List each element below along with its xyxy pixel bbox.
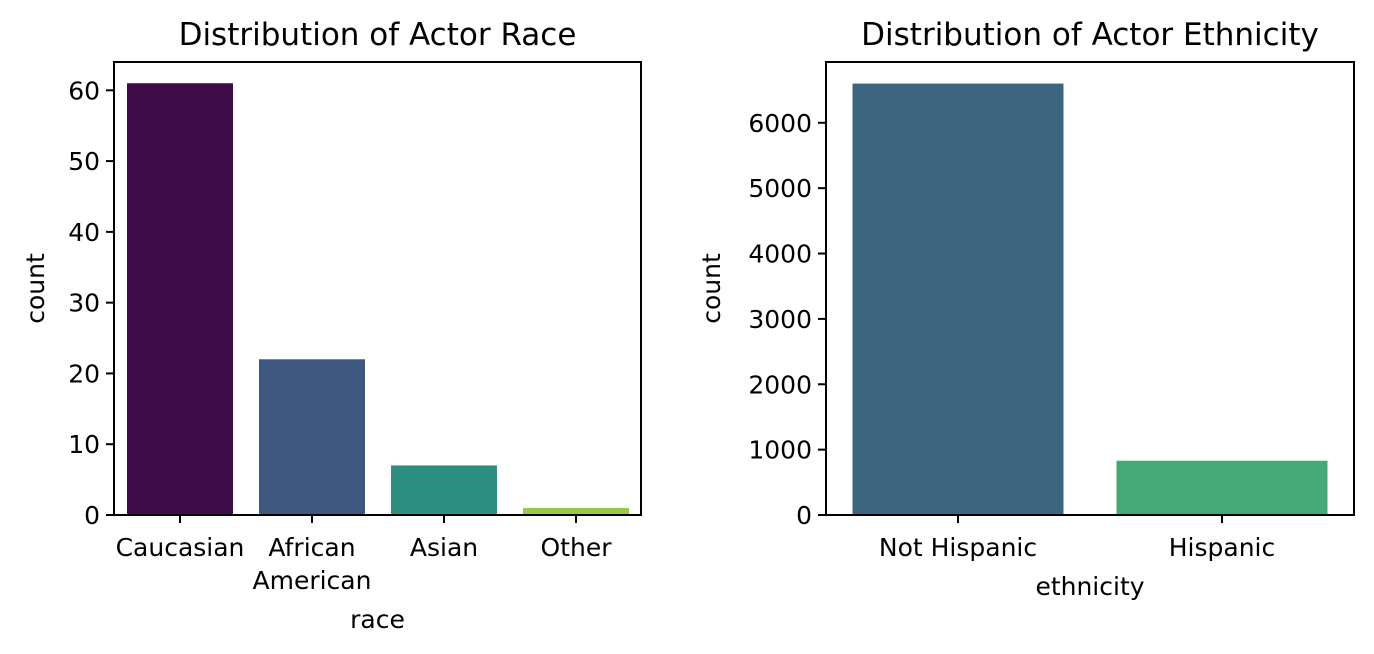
- x-tick-label-african-american: African American: [253, 533, 372, 595]
- ethnicity-x-axis-label: ethnicity: [1035, 572, 1144, 601]
- x-tick-label-caucasian: Caucasian: [116, 533, 245, 562]
- y-tick-label: 60: [68, 76, 100, 105]
- race-chart-title: Distribution of Actor Race: [179, 17, 577, 53]
- y-tick-label: 2000: [748, 370, 812, 399]
- y-tick-label: 4000: [748, 240, 812, 269]
- y-tick-label: 3000: [748, 305, 812, 334]
- y-tick-label: 0: [84, 501, 100, 530]
- bar-caucasian: [127, 83, 233, 515]
- ethnicity-axes-frame: [825, 61, 1355, 516]
- bar-other: [523, 507, 629, 515]
- x-tick-label-not-hispanic: Not Hispanic: [879, 533, 1037, 562]
- bar-hispanic: [1116, 460, 1328, 515]
- y-tick-label: 5000: [748, 174, 812, 203]
- race-axes-frame: [113, 61, 642, 516]
- y-tick-label: 30: [68, 289, 100, 318]
- y-tick-label: 0: [796, 501, 812, 530]
- bar-asian: [391, 465, 497, 515]
- x-tick-label-asian: Asian: [410, 533, 478, 562]
- ethnicity-chart: 0 1000 2000 3000 4000 5000 6000 Not Hispanic His…: [697, 17, 1355, 601]
- y-tick-label: 1000: [748, 436, 812, 465]
- x-tick-label-other: Other: [541, 533, 613, 562]
- race-y-axis-label: count: [21, 253, 50, 324]
- ethnicity-y-axis-label: count: [697, 253, 726, 324]
- bar-african-american: [259, 359, 365, 515]
- y-tick-label: 10: [68, 430, 100, 459]
- race-x-axis-label: race: [350, 605, 405, 634]
- y-tick-label: 50: [68, 147, 100, 176]
- y-tick-label: 6000: [748, 109, 812, 138]
- race-chart: 0 10 20 30 40 50 60 Caucasian African American Asi…: [21, 17, 642, 634]
- x-tick-label-hispanic: Hispanic: [1169, 533, 1276, 562]
- ethnicity-chart-title: Distribution of Actor Ethnicity: [861, 17, 1319, 53]
- y-tick-label: 40: [68, 218, 100, 247]
- y-tick-label: 20: [68, 359, 100, 388]
- bar-not-hispanic: [852, 83, 1064, 516]
